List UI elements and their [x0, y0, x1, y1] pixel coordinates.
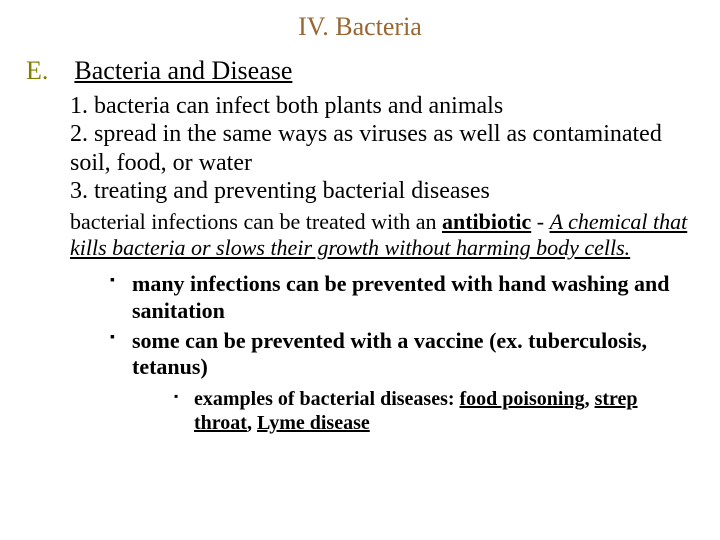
examples-lead: examples of bacterial diseases:: [194, 388, 460, 410]
bullet-bold: hand washing: [498, 271, 628, 296]
bullet-mid: and: [629, 271, 670, 296]
bullet-item: examples of bacterial diseases: food poi…: [174, 387, 696, 436]
item-number: 1.: [70, 93, 88, 119]
slide-title: IV. Bacteria: [24, 12, 696, 42]
sep: ,: [247, 412, 257, 434]
bullet-bold: sanitation: [132, 298, 225, 323]
disease-example: Lyme disease: [257, 412, 370, 434]
item-number: 2.: [70, 121, 88, 147]
sep: ,: [585, 388, 595, 410]
bullet-item: some can be prevented with a vaccine (ex…: [110, 328, 696, 381]
para-lead: bacterial infections can be treated with…: [70, 209, 442, 234]
para-dash: -: [531, 209, 549, 234]
list-item: 2. spread in the same ways as viruses as…: [70, 120, 696, 177]
bullet-bold: vaccine: [414, 328, 484, 353]
bullet-pre: some can be prevented with a: [132, 328, 414, 353]
item-text: spread in the same ways as viruses as we…: [70, 121, 662, 175]
bullet-item: many infections can be prevented with ha…: [110, 271, 696, 324]
bullet-list-level1: many infections can be prevented with ha…: [110, 271, 696, 381]
definition-paragraph: bacterial infections can be treated with…: [70, 209, 696, 261]
list-item: 3. treating and preventing bacterial dis…: [70, 177, 696, 205]
numbered-list: 1. bacteria can infect both plants and a…: [70, 92, 696, 205]
item-text: bacteria can infect both plants and anim…: [94, 93, 503, 119]
bullet-pre: many infections can be prevented with: [132, 271, 498, 296]
bullet-list-level2: examples of bacterial diseases: food poi…: [174, 387, 696, 436]
slide: IV. Bacteria E. Bacteria and Disease 1. …: [0, 0, 720, 436]
section-title: Bacteria and Disease: [74, 56, 292, 85]
section-letter: E.: [26, 56, 48, 85]
term-antibiotic: antibiotic: [442, 209, 531, 234]
section-heading: E. Bacteria and Disease: [26, 56, 696, 86]
list-item: 1. bacteria can infect both plants and a…: [70, 92, 696, 120]
item-number: 3.: [70, 178, 88, 204]
item-text: treating and preventing bacterial diseas…: [94, 178, 490, 204]
disease-example: food poisoning: [460, 388, 585, 410]
